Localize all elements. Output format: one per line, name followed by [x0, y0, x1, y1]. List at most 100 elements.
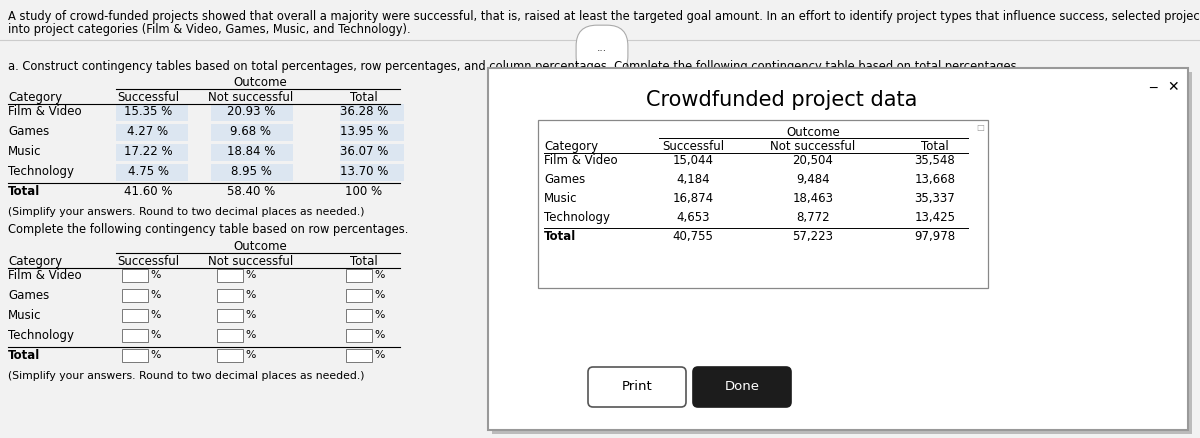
Bar [340, 144, 404, 161]
Bar [488, 68, 1188, 430]
Bar [346, 329, 372, 342]
Text: %: % [374, 310, 384, 320]
Text: %: % [150, 270, 161, 280]
Text: 18,463: 18,463 [792, 192, 834, 205]
Text: Successful: Successful [662, 140, 724, 153]
Text: Not successful: Not successful [770, 140, 856, 153]
FancyBboxPatch shape [694, 367, 791, 407]
Text: A study of crowd-funded projects showed that overall a majority were successful,: A study of crowd-funded projects showed … [8, 10, 1200, 23]
Text: Outcome: Outcome [786, 126, 840, 139]
Bar [340, 164, 404, 181]
Text: Total: Total [350, 91, 378, 104]
Text: 4,653: 4,653 [677, 211, 709, 224]
Bar [492, 72, 1192, 434]
Text: Total: Total [8, 185, 41, 198]
Text: 35,337: 35,337 [914, 192, 955, 205]
Text: 13,668: 13,668 [914, 173, 955, 186]
Text: Total: Total [922, 140, 949, 153]
Text: ···: ··· [596, 46, 607, 56]
Text: Games: Games [8, 289, 49, 302]
Text: Complete the following contingency table based on row percentages.: Complete the following contingency table… [8, 223, 408, 236]
Text: Not successful: Not successful [209, 255, 294, 268]
Text: Games: Games [544, 173, 586, 186]
Text: 4,184: 4,184 [676, 173, 710, 186]
Text: Outcome: Outcome [233, 240, 287, 253]
Text: 13.70 %: 13.70 % [340, 165, 388, 178]
Bar [122, 269, 148, 282]
Text: Crowdfunded project data: Crowdfunded project data [647, 90, 918, 110]
Text: Done: Done [725, 381, 760, 393]
Bar [346, 309, 372, 322]
Text: 16,874: 16,874 [672, 192, 714, 205]
Bar [346, 289, 372, 302]
Bar [211, 144, 293, 161]
Text: ─: ─ [1150, 82, 1157, 95]
Text: Successful: Successful [116, 255, 179, 268]
Bar [116, 144, 188, 161]
Bar [116, 164, 188, 181]
Text: Total: Total [8, 349, 41, 362]
Bar [340, 104, 404, 121]
Text: Category: Category [544, 140, 598, 153]
Text: 15,044: 15,044 [672, 154, 714, 167]
Bar [122, 289, 148, 302]
Text: into project categories (Film & Video, Games, Music, and Technology).: into project categories (Film & Video, G… [8, 23, 410, 36]
Text: 17.22 %: 17.22 % [124, 145, 173, 158]
Bar [346, 269, 372, 282]
Text: Film & Video: Film & Video [8, 105, 82, 118]
Text: %: % [150, 310, 161, 320]
Bar [538, 120, 988, 288]
FancyBboxPatch shape [588, 367, 686, 407]
Text: 36.28 %: 36.28 % [340, 105, 388, 118]
Bar [116, 124, 188, 141]
Text: 36.07 %: 36.07 % [340, 145, 388, 158]
Text: 100 %: 100 % [346, 185, 383, 198]
Text: Technology: Technology [8, 329, 74, 342]
Text: ✕: ✕ [1168, 80, 1178, 94]
Bar [211, 164, 293, 181]
Text: %: % [374, 290, 384, 300]
Text: %: % [374, 330, 384, 340]
Text: %: % [374, 270, 384, 280]
Text: Technology: Technology [8, 165, 74, 178]
Text: 57,223: 57,223 [792, 230, 834, 243]
Text: □: □ [976, 123, 984, 132]
Text: 15.35 %: 15.35 % [124, 105, 172, 118]
Text: Total: Total [350, 255, 378, 268]
Bar [217, 349, 242, 362]
Text: 9,484: 9,484 [796, 173, 830, 186]
Text: 18.84 %: 18.84 % [227, 145, 275, 158]
Text: %: % [245, 330, 256, 340]
Text: %: % [150, 290, 161, 300]
Bar [116, 104, 188, 121]
Text: Film & Video: Film & Video [544, 154, 618, 167]
Bar [122, 309, 148, 322]
Text: 8.95 %: 8.95 % [230, 165, 271, 178]
Bar [217, 269, 242, 282]
Bar [340, 124, 404, 141]
Text: 20,504: 20,504 [792, 154, 834, 167]
Text: 40,755: 40,755 [672, 230, 714, 243]
Bar [217, 329, 242, 342]
Bar [211, 124, 293, 141]
Text: Games: Games [8, 125, 49, 138]
Text: 58.40 %: 58.40 % [227, 185, 275, 198]
Text: 8,772: 8,772 [796, 211, 830, 224]
Text: Category: Category [8, 91, 62, 104]
Text: Successful: Successful [116, 91, 179, 104]
Text: Music: Music [544, 192, 577, 205]
Text: Category: Category [8, 255, 62, 268]
Text: a. Construct contingency tables based on total percentages, row percentages, and: a. Construct contingency tables based on… [8, 60, 1020, 73]
Text: %: % [150, 330, 161, 340]
Text: %: % [245, 270, 256, 280]
Text: Music: Music [8, 145, 42, 158]
Text: (Simplify your answers. Round to two decimal places as needed.): (Simplify your answers. Round to two dec… [8, 371, 365, 381]
Bar [122, 329, 148, 342]
Text: %: % [374, 350, 384, 360]
Text: 13,425: 13,425 [914, 211, 955, 224]
Text: 4.75 %: 4.75 % [127, 165, 168, 178]
Text: Music: Music [8, 309, 42, 322]
Text: Total: Total [544, 230, 576, 243]
Text: 9.68 %: 9.68 % [230, 125, 271, 138]
Text: Print: Print [622, 381, 653, 393]
